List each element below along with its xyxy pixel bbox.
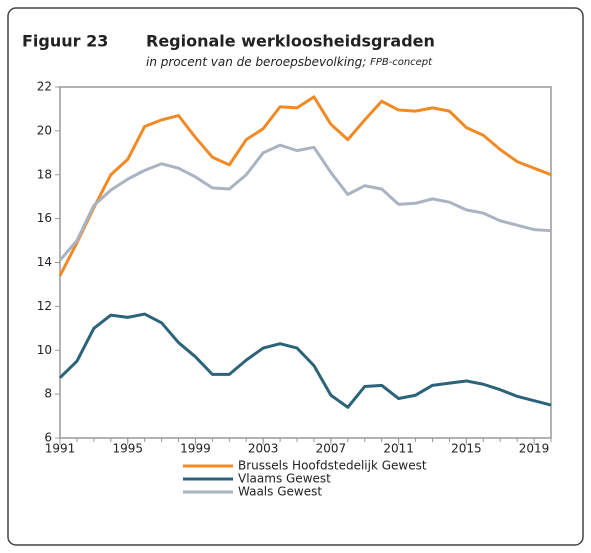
- series-line: [58, 143, 552, 262]
- x-tick-label: 2003: [248, 442, 279, 456]
- x-tick-label: 1995: [112, 442, 143, 456]
- x-tick-label: 2019: [519, 442, 550, 456]
- x-tick-label: 2011: [383, 442, 414, 456]
- y-tick-label: 16: [37, 211, 52, 225]
- subtitle-note: FPB-concept: [370, 57, 433, 68]
- x-tick-label: 1999: [180, 442, 211, 456]
- y-tick-label: 8: [44, 387, 52, 401]
- x-tick-label: 1991: [45, 442, 76, 456]
- y-tick-label: 22: [37, 80, 52, 94]
- series-line: [58, 95, 552, 277]
- legend-label: Vlaams Gewest: [238, 472, 331, 486]
- frame: [7, 7, 584, 546]
- y-tick-label: 6: [44, 431, 52, 445]
- subtitle: in procent van de beroepsbevolking;: [146, 55, 366, 69]
- series-line: [58, 312, 552, 409]
- legend-label: Brussels Hoofdstedelijk Gewest: [238, 459, 427, 473]
- y-tick-label: 12: [37, 299, 52, 313]
- y-tick-label: 10: [37, 343, 52, 357]
- x-tick-label: 2015: [451, 442, 482, 456]
- chart-title: Regionale werkloosheidsgraden: [146, 32, 435, 51]
- figure-label: Figuur 23: [22, 32, 108, 51]
- y-tick-label: 20: [37, 123, 52, 137]
- subtitle-line: in procent van de beroepsbevolking; FPB-…: [146, 55, 433, 69]
- y-tick-label: 14: [37, 255, 52, 269]
- y-tick-label: 18: [37, 167, 52, 181]
- legend-label: Waals Gewest: [238, 485, 322, 499]
- x-tick-label: 2007: [316, 442, 347, 456]
